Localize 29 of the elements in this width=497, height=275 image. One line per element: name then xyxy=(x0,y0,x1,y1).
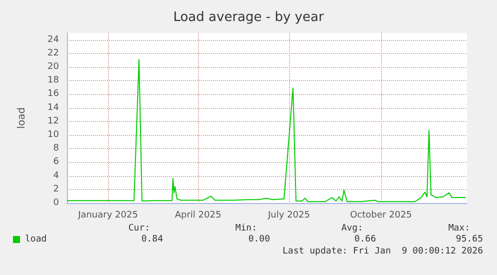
y-tick-label: 0 xyxy=(53,198,60,208)
text: 0.66 xyxy=(354,234,376,244)
text: 0.84 xyxy=(141,234,163,244)
legend-label: load xyxy=(25,234,47,244)
y-tick-label: 20 xyxy=(48,62,60,72)
chart-title: Load average - by year xyxy=(173,10,324,25)
y-tick-label: 2 xyxy=(53,184,59,194)
y-tick-label: 16 xyxy=(48,89,60,100)
x-tick-label: July 2025 xyxy=(267,210,310,220)
y-tick-label: 8 xyxy=(53,144,60,154)
y-tick-label: 18 xyxy=(48,76,60,86)
text: Avg: xyxy=(341,224,363,234)
y-axis-title: load xyxy=(16,107,28,129)
y-tick-label: 12 xyxy=(48,116,59,126)
y-tick-label: 24 xyxy=(48,34,60,45)
x-tick-label: April 2025 xyxy=(174,210,222,220)
text: Last update: Fri Jan 9 00:00:12 2026 xyxy=(282,246,483,256)
y-tick-label: 6 xyxy=(53,157,60,168)
text: Cur: xyxy=(128,224,150,234)
x-tick-label: January 2025 xyxy=(77,210,138,220)
text: Min: xyxy=(235,224,257,234)
y-tick-label: 4 xyxy=(53,170,60,181)
y-tick-label: 22 xyxy=(48,48,59,58)
text: 95.65 xyxy=(456,234,483,244)
y-tick-label: 14 xyxy=(48,102,60,113)
x-tick-label: October 2025 xyxy=(350,210,412,220)
text: Max: xyxy=(448,224,470,234)
y-tick-label: 10 xyxy=(48,130,60,140)
text: 0.00 xyxy=(248,234,270,244)
